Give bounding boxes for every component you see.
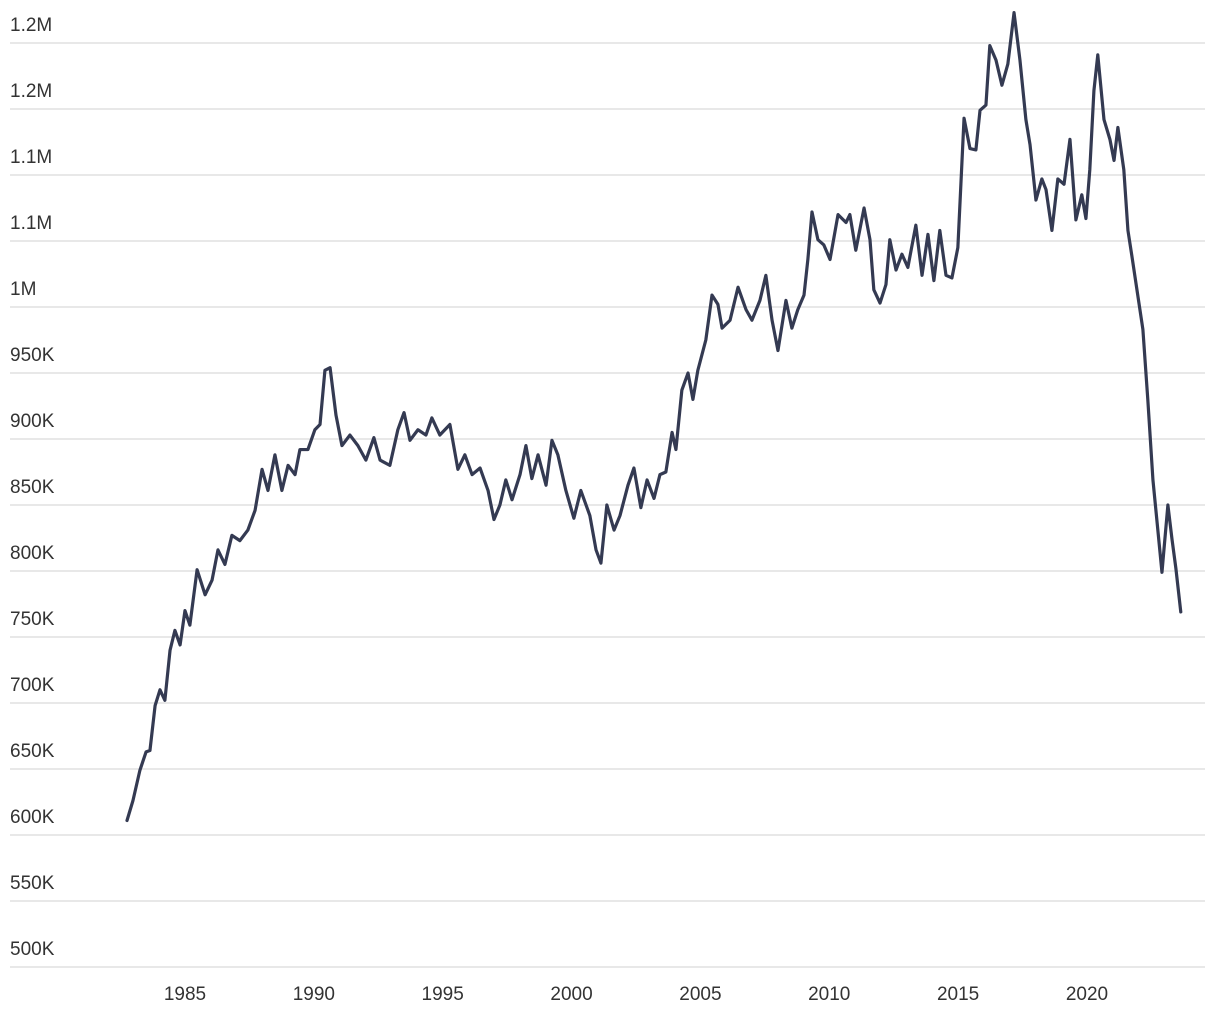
y-tick-label: 850K xyxy=(10,477,55,498)
y-tick-label: 700K xyxy=(10,675,55,696)
x-tick-label: 2005 xyxy=(679,984,721,1005)
y-tick-label: 600K xyxy=(10,807,55,828)
x-tick-label: 2015 xyxy=(937,984,979,1005)
x-tick-label: 1985 xyxy=(164,984,206,1005)
x-tick-label: 1990 xyxy=(293,984,335,1005)
y-tick-label: 900K xyxy=(10,411,55,432)
y-tick-label: 500K xyxy=(10,939,55,960)
y-tick-label: 650K xyxy=(10,741,55,762)
y-tick-label: 550K xyxy=(10,873,55,894)
x-tick-label: 2010 xyxy=(808,984,850,1005)
x-tick-label: 1995 xyxy=(422,984,464,1005)
x-tick-label: 2020 xyxy=(1066,984,1108,1005)
y-tick-label: 1.1M xyxy=(10,147,52,168)
y-tick-label: 1.2M xyxy=(10,81,52,102)
data-line xyxy=(125,11,1183,823)
y-tick-label: 800K xyxy=(10,543,55,564)
y-tick-label: 1M xyxy=(10,279,36,300)
x-tick-label: 2000 xyxy=(550,984,592,1005)
y-tick-label: 1.2M xyxy=(10,15,52,36)
y-tick-label: 750K xyxy=(10,609,55,630)
y-tick-label: 1.1M xyxy=(10,213,52,234)
y-tick-label: 950K xyxy=(10,345,55,366)
